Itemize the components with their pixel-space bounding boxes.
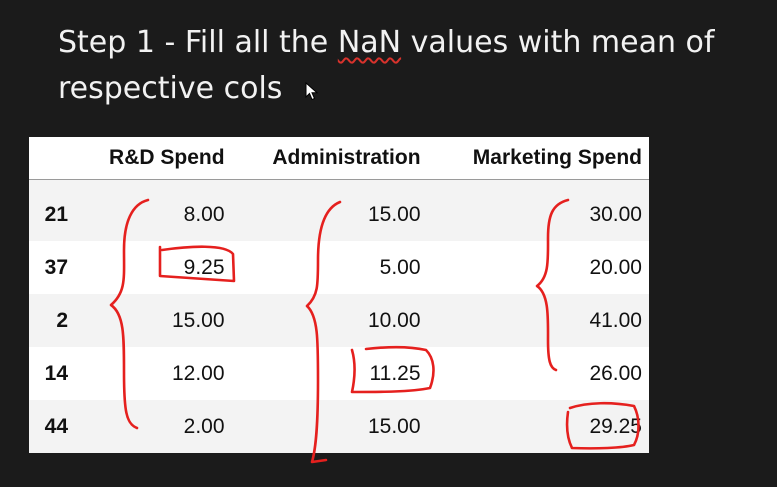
row-index: 44 bbox=[29, 400, 75, 453]
rd-spend-cell: 9.25 bbox=[183, 255, 225, 279]
administration-cell: 5.00 bbox=[379, 255, 421, 279]
marketing-spend-cell: 30.00 bbox=[427, 179, 649, 241]
dataframe-table: R&D Spend Administration Marketing Spend… bbox=[29, 137, 649, 453]
table-row: 44 2.00 15.00 29.25 bbox=[29, 400, 649, 453]
title-text: Step 1 - Fill all the bbox=[58, 25, 338, 60]
table-row: 2 15.00 10.00 41.00 bbox=[29, 294, 649, 347]
table-header-row: R&D Spend Administration Marketing Spend bbox=[29, 137, 649, 180]
rd-spend-cell: 12.00 bbox=[171, 361, 225, 385]
rd-spend-cell: 8.00 bbox=[75, 179, 232, 241]
row-index: 37 bbox=[44, 255, 68, 279]
administration-cell: 15.00 bbox=[231, 400, 428, 453]
slide-title-line1: Step 1 - Fill all the NaN values with me… bbox=[58, 20, 738, 66]
column-header-marketing-spend: Marketing Spend bbox=[427, 137, 649, 180]
column-header-administration: Administration bbox=[231, 137, 428, 180]
administration-cell: 15.00 bbox=[231, 179, 428, 241]
marketing-spend-cell: 26.00 bbox=[589, 361, 642, 385]
rd-spend-cell: 15.00 bbox=[75, 294, 232, 347]
title-text: values with mean of bbox=[401, 25, 715, 60]
rd-spend-cell: 2.00 bbox=[75, 400, 232, 453]
nan-highlight: NaN bbox=[337, 25, 402, 60]
marketing-spend-cell: 29.25 bbox=[427, 400, 649, 453]
row-index: 14 bbox=[44, 361, 68, 385]
table-row: 21 8.00 15.00 30.00 bbox=[29, 179, 649, 241]
row-index: 21 bbox=[29, 179, 75, 241]
administration-cell: 10.00 bbox=[231, 294, 428, 347]
slide-title-line2: respective cols bbox=[58, 71, 283, 106]
marketing-spend-cell: 41.00 bbox=[427, 294, 649, 347]
index-header bbox=[29, 137, 75, 180]
mouse-cursor-icon bbox=[305, 82, 319, 101]
table-row: 37 9.25 5.00 20.00 bbox=[29, 241, 649, 294]
marketing-spend-cell: 20.00 bbox=[589, 255, 642, 279]
table-row: 14 12.00 11.25 26.00 bbox=[29, 347, 649, 400]
row-index: 2 bbox=[29, 294, 75, 347]
column-header-rd-spend: R&D Spend bbox=[75, 137, 232, 180]
slide-title: Step 1 - Fill all the NaN values with me… bbox=[58, 20, 738, 112]
administration-cell: 11.25 bbox=[369, 361, 421, 385]
